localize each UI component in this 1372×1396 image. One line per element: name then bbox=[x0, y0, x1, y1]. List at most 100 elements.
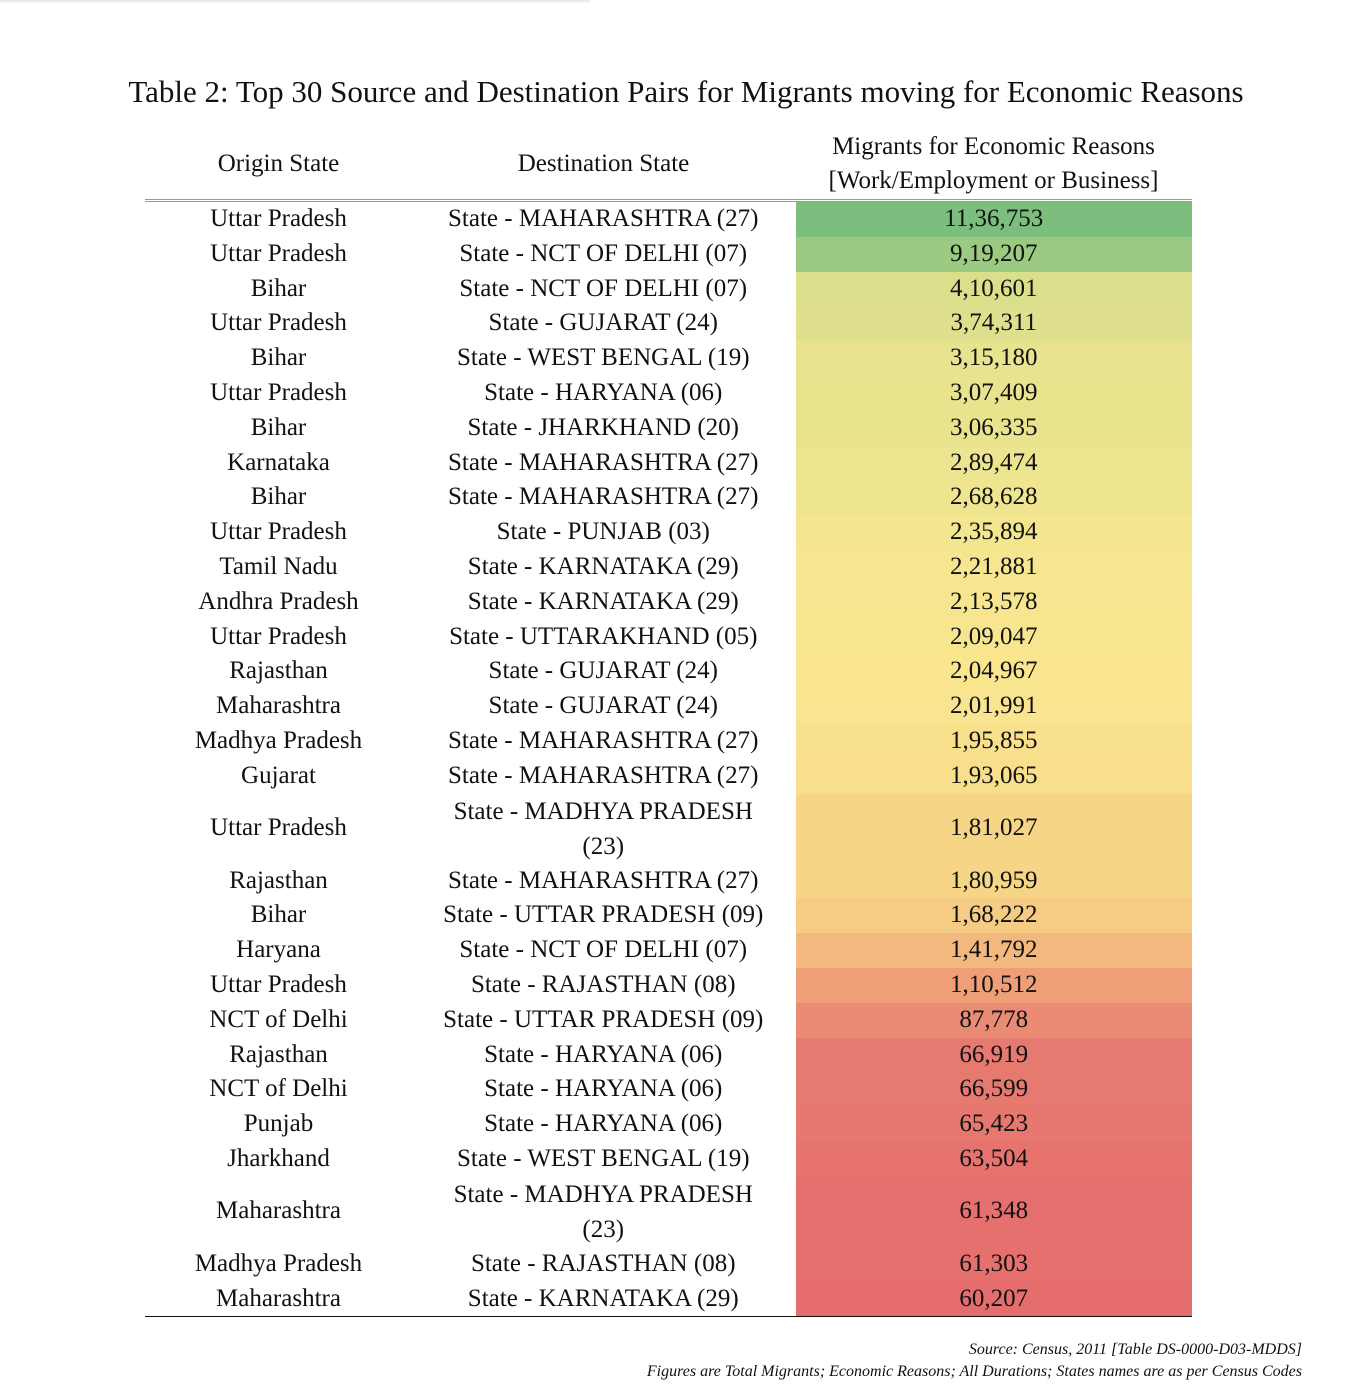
origin-state-cell: Tamil Nadu bbox=[219, 552, 338, 580]
origin-state-cell: Rajasthan bbox=[229, 1040, 328, 1068]
destination-state-cell: State - NCT OF DELHI (07) bbox=[459, 936, 748, 964]
table-row: Jharkhand State - WEST BENGAL (19) 63,504 bbox=[145, 1141, 1192, 1177]
origin-state-cell: Maharashtra bbox=[216, 692, 341, 720]
destination-state-cell: State - UTTAR PRADESH (09) bbox=[443, 901, 764, 929]
table-notes: Source: Census, 2011 [Table DS-0000-D03-… bbox=[647, 1339, 1302, 1383]
migrants-value-cell: 2,35,894 bbox=[794, 515, 1192, 550]
header-destination-state: Destination State bbox=[412, 128, 795, 202]
table-row: Rajasthan State - HARYANA (06) 66,919 bbox=[145, 1037, 1192, 1073]
origin-state-cell: Andhra Pradesh bbox=[198, 587, 359, 615]
origin-state-cell: Bihar bbox=[250, 483, 307, 511]
header-origin-state: Origin State bbox=[145, 128, 412, 202]
destination-state-cell: State - JHARKHAND (20) bbox=[467, 413, 740, 441]
table-row: Andhra Pradesh State - KARNATAKA (29) 2,13… bbox=[145, 584, 1192, 620]
top-edge-shadow bbox=[0, 0, 590, 4]
table-row: Maharashtra State - GUJARAT (24) 2,01,991 bbox=[145, 689, 1192, 724]
table-row: Rajasthan State - GUJARAT (24) 2,04,967 bbox=[145, 654, 1192, 690]
migrants-value-cell: 1,80,959 bbox=[794, 863, 1192, 899]
destination-state-cell: State - MAHARASHTRA (27) bbox=[448, 761, 759, 789]
table-row: Karnataka State - MAHARASHTRA (27) 2,89,47… bbox=[145, 445, 1192, 481]
destination-state-cell: State - MADHYA PRADESH (23) bbox=[453, 1180, 753, 1243]
origin-state-cell: NCT of Delhi bbox=[209, 1075, 348, 1103]
migration-table: Origin State Destination State Migrants … bbox=[145, 128, 1192, 1318]
table-row: Bihar State - MAHARASHTRA (27) 2,68,628 bbox=[145, 480, 1192, 516]
destination-state-cell: State - MADHYA PRADESH (23) bbox=[453, 797, 753, 860]
migrants-value-cell: 1,95,855 bbox=[794, 723, 1192, 759]
table-row: Uttar Pradesh State - PUNJAB (03) 2,35,894 bbox=[145, 515, 1192, 550]
migrants-value-cell: 1,81,027 bbox=[794, 793, 1192, 864]
destination-state-cell: State - GUJARAT (24) bbox=[488, 309, 718, 337]
migrants-value-cell: 3,07,409 bbox=[794, 375, 1192, 411]
migrants-value-cell: 63,504 bbox=[794, 1141, 1192, 1177]
origin-state-cell: Maharashtra bbox=[145, 1281, 412, 1318]
migrants-value-cell: 3,06,335 bbox=[794, 410, 1192, 446]
header-row: Origin State Destination State Migrants … bbox=[145, 128, 1192, 202]
migrants-value-cell: 11,36,753 bbox=[794, 200, 1192, 237]
origin-state-cell: Madhya Pradesh bbox=[194, 726, 363, 754]
source-note: Source: Census, 2011 [Table DS-0000-D03-… bbox=[968, 1341, 1302, 1358]
destination-state-cell: State - PUNJAB (03) bbox=[496, 518, 710, 546]
header-migrants: Migrants for Economic Reasons [Work/Empl… bbox=[795, 128, 1192, 202]
origin-state-cell: Uttar Pradesh bbox=[210, 622, 347, 650]
destination-state-cell: State - NCT OF DELHI (07) bbox=[459, 239, 748, 267]
destination-state-cell: State - HARYANA (06) bbox=[484, 1040, 723, 1068]
destination-state-cell: State - RAJASTHAN (08) bbox=[470, 1249, 736, 1277]
table-row: Uttar Pradesh State - HARYANA (06) 3,07,40… bbox=[145, 375, 1192, 411]
origin-state-cell: Rajasthan bbox=[229, 657, 328, 685]
migrants-value-cell: 60,207 bbox=[794, 1281, 1192, 1318]
destination-state-cell: State - GUJARAT (24) bbox=[488, 657, 718, 685]
origin-state-cell: Jharkhand bbox=[227, 1144, 330, 1172]
table-row: Madhya Pradesh State - RAJASTHAN (08) 61,3… bbox=[145, 1246, 1192, 1282]
migrants-value-cell: 2,09,047 bbox=[794, 619, 1192, 655]
table-row: Uttar Pradesh State - RAJASTHAN (08) 1,10,… bbox=[145, 967, 1192, 1003]
table-row: NCT of Delhi State - UTTAR PRADESH (09) 87… bbox=[145, 1002, 1192, 1038]
origin-state-cell: Uttar Pradesh bbox=[210, 378, 347, 406]
destination-state-cell: State - KARNATAKA (29) bbox=[467, 552, 739, 580]
table-row: Rajasthan State - MAHARASHTRA (27) 1,80,95… bbox=[145, 863, 1192, 899]
origin-state-cell: Uttar Pradesh bbox=[210, 309, 347, 337]
origin-state-cell: Uttar Pradesh bbox=[210, 205, 347, 232]
header-migrants-line2: [Work/Employment or Business] bbox=[828, 166, 1159, 194]
figures-note: Figures are Total Migrants; Economic Rea… bbox=[646, 1363, 1302, 1380]
table-row: Bihar State - NCT OF DELHI (07) 4,10,601 bbox=[145, 271, 1192, 307]
table-row: Uttar Pradesh State - UTTARAKHAND (05) 2,0… bbox=[145, 619, 1192, 655]
table-title: Table 2: Top 30 Source and Destination P… bbox=[128, 74, 1244, 109]
migrants-value-cell: 1,68,222 bbox=[794, 898, 1192, 934]
table-row: Maharashtra State - KARNATAKA (29) 60,207 bbox=[145, 1281, 1192, 1318]
migrants-value-cell: 2,68,628 bbox=[794, 480, 1192, 516]
origin-state-cell: Madhya Pradesh bbox=[194, 1249, 363, 1277]
destination-state-cell: State - KARNATAKA (29) bbox=[467, 587, 739, 615]
table-row: Uttar Pradesh State - MADHYA PRADESH (23)… bbox=[145, 793, 1192, 864]
table-row: Maharashtra State - MADHYA PRADESH (23) 61… bbox=[145, 1176, 1192, 1247]
destination-state-cell: State - UTTAR PRADESH (09) bbox=[443, 1005, 764, 1033]
migrants-value-cell: 3,74,311 bbox=[794, 306, 1192, 342]
migrants-value-cell: 87,778 bbox=[794, 1002, 1192, 1038]
destination-state-cell: State - WEST BENGAL (19) bbox=[456, 344, 750, 372]
migrants-value-cell: 1,41,792 bbox=[794, 933, 1192, 968]
table-row: Uttar Pradesh State - GUJARAT (24) 3,74,31… bbox=[145, 306, 1192, 342]
migrants-value-cell: 61,348 bbox=[794, 1176, 1192, 1247]
migrants-value-cell: 1,93,065 bbox=[794, 758, 1192, 794]
migrants-value-cell: 2,13,578 bbox=[794, 584, 1192, 620]
table-row: NCT of Delhi State - HARYANA (06) 66,599 bbox=[145, 1072, 1192, 1108]
origin-state-cell: NCT of Delhi bbox=[209, 1005, 348, 1033]
origin-state-cell: Uttar Pradesh bbox=[210, 970, 347, 998]
table-row: Gujarat State - MAHARASHTRA (27) 1,93,065 bbox=[145, 758, 1192, 794]
migrants-value-cell: 66,599 bbox=[794, 1072, 1192, 1108]
table-row: Punjab State - HARYANA (06) 65,423 bbox=[145, 1107, 1192, 1142]
migrants-value-cell: 4,10,601 bbox=[794, 271, 1192, 307]
table-row: Haryana State - NCT OF DELHI (07) 1,41,792 bbox=[145, 933, 1192, 968]
migrants-value-cell: 61,303 bbox=[794, 1246, 1192, 1282]
table-row: Bihar State - JHARKHAND (20) 3,06,335 bbox=[145, 410, 1192, 446]
destination-state-cell: State - MAHARASHTRA (27) bbox=[448, 448, 759, 476]
migrants-value-cell: 1,10,512 bbox=[794, 967, 1192, 1003]
table-header: Origin State Destination State Migrants … bbox=[145, 128, 1192, 202]
origin-state-cell: Bihar bbox=[250, 413, 307, 441]
migrants-value-cell: 2,89,474 bbox=[794, 445, 1192, 481]
origin-state-cell: Karnataka bbox=[227, 448, 330, 476]
migrants-value-cell: 2,01,991 bbox=[794, 689, 1192, 724]
destination-state-cell: State - MAHARASHTRA (27) bbox=[448, 866, 759, 894]
migrants-value-cell: 3,15,180 bbox=[794, 341, 1192, 376]
origin-state-cell: Punjab bbox=[243, 1110, 314, 1138]
table-row: Uttar Pradesh State - MAHARASHTRA (27) 11,… bbox=[145, 200, 1192, 237]
